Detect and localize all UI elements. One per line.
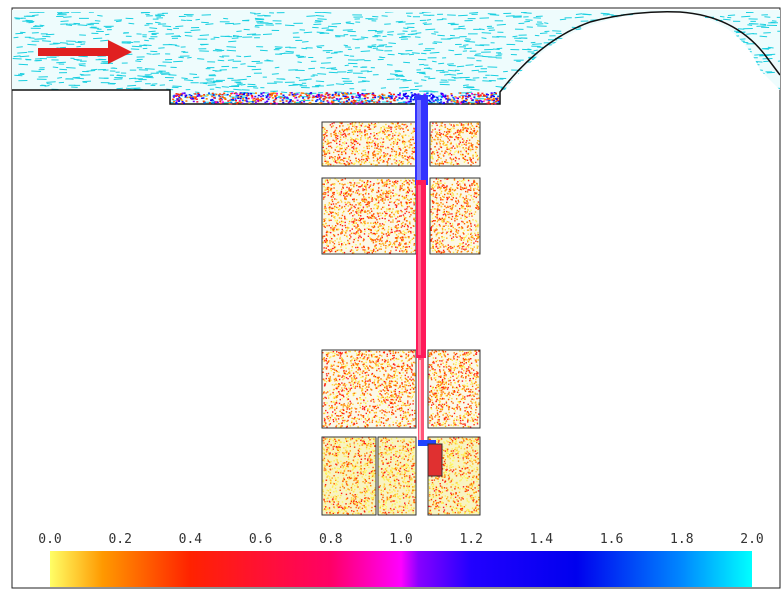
colorbar-tick-label: 1.2 xyxy=(459,532,482,547)
colorbar-tick-label: 1.4 xyxy=(530,532,554,547)
flow-direction-arrow xyxy=(38,40,132,64)
bed-layer xyxy=(172,92,500,105)
colorbar-tick-label: 0.2 xyxy=(108,532,131,547)
porous-block xyxy=(377,436,417,516)
porous-blocks xyxy=(321,121,481,516)
surface-outline xyxy=(12,10,781,105)
porous-block xyxy=(321,121,417,167)
colorbar-tick-label: 0.6 xyxy=(249,532,272,547)
figure-border xyxy=(11,7,781,589)
porous-block xyxy=(427,349,481,429)
colorbar-tick-label: 1.0 xyxy=(389,532,412,547)
porous-block xyxy=(321,436,377,516)
colorbar-tick-labels: 0.0 0.2 0.4 0.6 0.8 1.0 1.2 1.4 1.6 1.8 2.0 xyxy=(38,532,763,547)
porous-block xyxy=(321,349,417,429)
free-stream-region xyxy=(12,10,780,104)
colorbar-tick-label: 1.6 xyxy=(600,532,623,547)
porous-block xyxy=(321,177,417,255)
colorbar-tick-label: 0.8 xyxy=(319,532,342,547)
colorbar: 0.0 0.2 0.4 0.6 0.8 1.0 1.2 1.4 1.6 1.8 2.0 xyxy=(38,532,764,587)
porous-block xyxy=(429,177,481,255)
colorbar-tick-label: 1.8 xyxy=(670,532,693,547)
colorbar-tick-label: 0.0 xyxy=(38,532,61,547)
porous-block xyxy=(429,121,481,167)
colorbar-tick-label: 2.0 xyxy=(740,532,763,547)
colorbar-gradient xyxy=(50,551,752,587)
colorbar-tick-label: 0.4 xyxy=(179,532,203,547)
central-slot xyxy=(415,95,443,477)
